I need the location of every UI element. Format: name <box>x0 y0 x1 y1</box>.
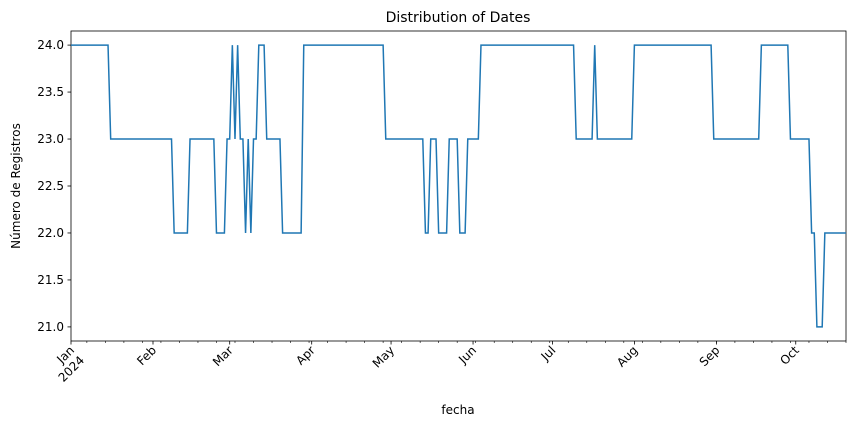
x-tick-label: Sep <box>697 343 723 369</box>
x-tick-label: Aug <box>614 343 640 369</box>
y-tick-label: 24.0 <box>37 38 64 52</box>
y-tick-label: 23.5 <box>37 85 64 99</box>
chart-title: Distribution of Dates <box>386 10 531 26</box>
y-tick-label: 22.5 <box>37 179 64 193</box>
y-tick-label: 23.0 <box>37 132 64 146</box>
x-tick-label: Feb <box>134 343 159 368</box>
x-tick-label: Jun <box>455 343 479 367</box>
y-tick-label: 22.0 <box>37 226 64 240</box>
x-tick-label: Oct <box>777 343 802 368</box>
x-tick-label: Apr <box>293 343 318 368</box>
x-axis-title: fecha <box>441 403 474 417</box>
x-tick-label: Mar <box>210 343 236 369</box>
y-tick-label: 21.0 <box>37 320 64 334</box>
series-line <box>71 44 846 328</box>
y-axis-title: Número de Registros <box>9 123 23 249</box>
x-tick-label: May <box>370 343 397 370</box>
x-tick-label: Jul <box>538 343 559 364</box>
y-tick-label: 21.5 <box>37 273 64 287</box>
